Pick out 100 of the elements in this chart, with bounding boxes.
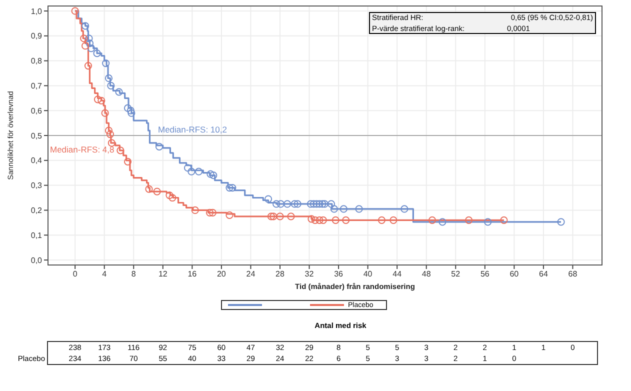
point: [87, 44, 95, 52]
point: [378, 216, 386, 224]
point: [276, 200, 285, 208]
point: [400, 205, 408, 213]
point: [166, 191, 174, 200]
point: [312, 200, 320, 208]
point: [153, 188, 161, 196]
x-tick-label: 52: [451, 270, 461, 279]
x-tick-label: 60: [510, 270, 520, 279]
point: [264, 195, 272, 203]
point: [320, 200, 328, 208]
point: [80, 34, 88, 42]
point: [107, 82, 115, 90]
annotation: Median-RFS: 4,8: [50, 144, 115, 154]
point: [104, 74, 113, 82]
x-tick-label: 56: [480, 270, 490, 279]
point: [71, 7, 79, 15]
point: [355, 205, 363, 213]
point: [272, 200, 280, 208]
point: [206, 170, 214, 178]
point: [168, 194, 176, 202]
point: [428, 216, 436, 224]
point: [438, 218, 446, 226]
point: [101, 109, 109, 117]
x-tick-label: 16: [188, 270, 198, 279]
point: [82, 42, 90, 50]
y-tick-label: 0,9: [30, 32, 43, 41]
point: [128, 109, 136, 117]
point: [226, 184, 234, 192]
y-tick-label: 0,0: [30, 256, 43, 265]
y-tick-label: 0,6: [30, 106, 43, 116]
point: [267, 212, 276, 220]
point: [124, 158, 132, 166]
point: [276, 212, 284, 220]
x-tick-label: 24: [246, 270, 256, 279]
x-tick-label: 64: [539, 270, 548, 279]
point: [155, 142, 164, 151]
x-tick-label: 32: [304, 270, 314, 279]
x-tick-label: 44: [392, 270, 402, 279]
y-tick-label: 0,1: [30, 230, 43, 240]
point: [194, 168, 203, 176]
point: [116, 146, 124, 154]
x-tick-label: 36: [334, 270, 344, 279]
point: [82, 22, 90, 30]
point: [310, 200, 318, 208]
point: [390, 216, 398, 224]
point: [557, 218, 565, 226]
y-tick-label: 0,4: [30, 156, 43, 166]
point: [465, 216, 473, 224]
x-tick-label: 8: [131, 270, 136, 279]
point: [228, 184, 236, 192]
point: [319, 216, 327, 224]
point: [188, 168, 196, 176]
x-tick-label: 0: [72, 270, 78, 279]
x-tick-label: 12: [158, 270, 168, 279]
point: [93, 50, 101, 58]
point: [104, 126, 113, 134]
point: [290, 200, 298, 208]
point: [208, 208, 216, 216]
annotation: Median-RFS: 10,2: [158, 124, 228, 134]
point: [206, 208, 214, 216]
point: [86, 40, 94, 48]
point: [126, 106, 134, 114]
point: [294, 200, 302, 208]
point: [102, 59, 110, 68]
point: [484, 218, 492, 226]
point: [342, 216, 350, 224]
point: [311, 216, 319, 224]
point: [106, 130, 114, 138]
point: [226, 211, 234, 219]
point: [98, 96, 106, 104]
y-tick-label: 1,0: [30, 6, 43, 16]
y-tick-label: 0,7: [30, 82, 43, 91]
x-tick-label: 28: [276, 270, 285, 279]
point: [316, 200, 324, 208]
y-tick-label: 0,8: [30, 56, 43, 66]
point: [145, 185, 153, 193]
point: [284, 200, 292, 208]
y-tick-label: 0,2: [30, 206, 43, 216]
point: [332, 216, 340, 224]
point: [115, 88, 123, 96]
x-tick-label: 4: [102, 270, 108, 279]
point: [191, 206, 199, 214]
point: [316, 216, 324, 224]
point: [308, 215, 316, 223]
point: [270, 212, 278, 220]
point: [85, 34, 93, 42]
x-tick-label: 68: [568, 270, 578, 279]
y-tick-label: 0,3: [30, 181, 43, 190]
point: [306, 200, 315, 208]
point: [184, 164, 192, 172]
point: [500, 216, 508, 224]
point: [340, 205, 348, 213]
point: [210, 172, 218, 180]
point: [287, 212, 295, 220]
point: [108, 139, 116, 147]
point: [124, 104, 132, 112]
x-tick-label: 40: [363, 270, 373, 279]
point: [327, 200, 336, 208]
point: [94, 96, 102, 104]
